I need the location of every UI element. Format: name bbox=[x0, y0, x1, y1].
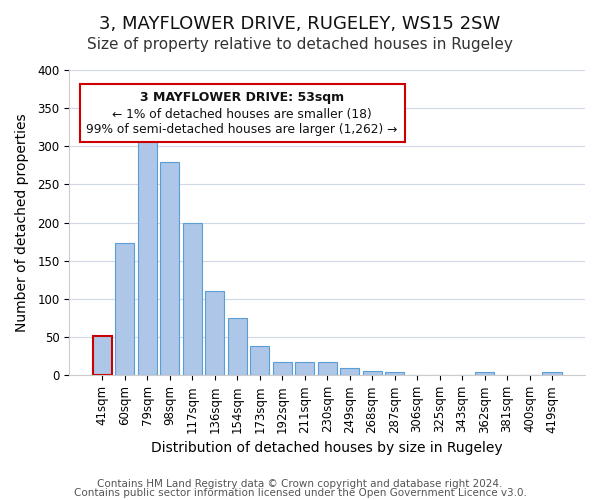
Bar bbox=[93, 336, 112, 376]
Bar bbox=[385, 372, 404, 376]
Bar bbox=[295, 362, 314, 376]
Text: 3 MAYFLOWER DRIVE: 53sqm: 3 MAYFLOWER DRIVE: 53sqm bbox=[140, 92, 344, 104]
Bar bbox=[362, 370, 382, 376]
Bar bbox=[542, 372, 562, 376]
Bar bbox=[182, 222, 202, 376]
X-axis label: Distribution of detached houses by size in Rugeley: Distribution of detached houses by size … bbox=[151, 441, 503, 455]
Text: 3, MAYFLOWER DRIVE, RUGELEY, WS15 2SW: 3, MAYFLOWER DRIVE, RUGELEY, WS15 2SW bbox=[100, 15, 500, 33]
Bar bbox=[340, 368, 359, 376]
Text: 99% of semi-detached houses are larger (1,262) →: 99% of semi-detached houses are larger (… bbox=[86, 124, 398, 136]
Bar bbox=[138, 132, 157, 376]
Text: Contains public sector information licensed under the Open Government Licence v3: Contains public sector information licen… bbox=[74, 488, 526, 498]
Bar bbox=[160, 162, 179, 376]
FancyBboxPatch shape bbox=[80, 84, 404, 142]
Bar bbox=[317, 362, 337, 376]
Bar bbox=[227, 318, 247, 376]
Text: ← 1% of detached houses are smaller (18): ← 1% of detached houses are smaller (18) bbox=[112, 108, 372, 120]
Text: Contains HM Land Registry data © Crown copyright and database right 2024.: Contains HM Land Registry data © Crown c… bbox=[97, 479, 503, 489]
Bar bbox=[475, 372, 494, 376]
Bar bbox=[250, 346, 269, 376]
Bar bbox=[272, 362, 292, 376]
Y-axis label: Number of detached properties: Number of detached properties bbox=[15, 114, 29, 332]
Bar bbox=[205, 292, 224, 376]
Bar bbox=[115, 242, 134, 376]
Text: Size of property relative to detached houses in Rugeley: Size of property relative to detached ho… bbox=[87, 38, 513, 52]
